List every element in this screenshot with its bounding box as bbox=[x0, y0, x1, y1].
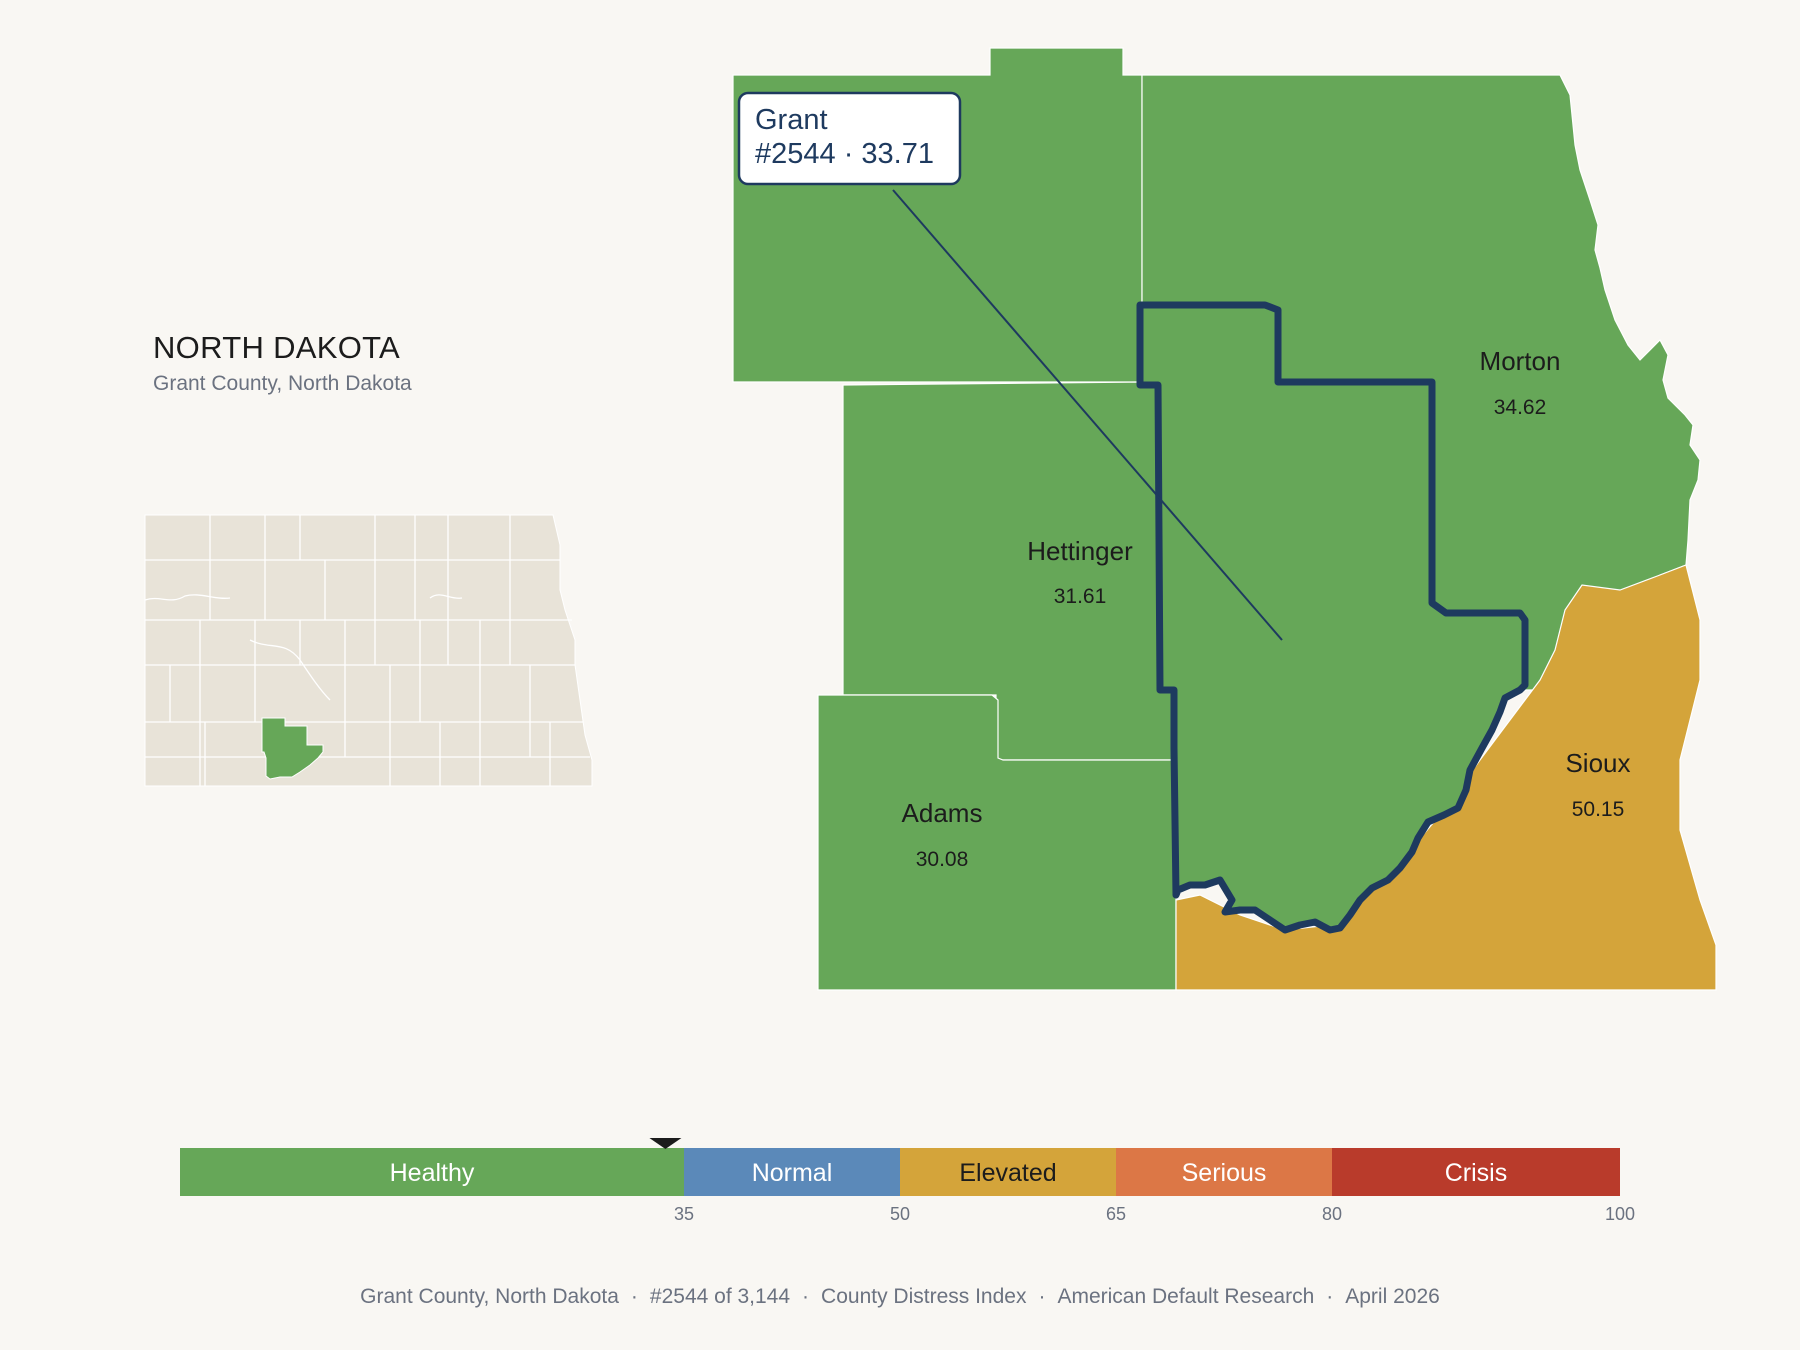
county-label-adams: Adams bbox=[902, 798, 983, 828]
county-label-hettinger: Hettinger bbox=[1027, 536, 1133, 566]
legend-tick-50: 50 bbox=[890, 1204, 910, 1224]
state-outline bbox=[144, 514, 593, 787]
callout: Grant #2544 · 33.71 bbox=[737, 91, 1283, 641]
legend-marker-icon bbox=[649, 1138, 682, 1149]
legend-segment-crisis bbox=[1332, 1148, 1620, 1196]
county-score-sioux: 50.15 bbox=[1572, 798, 1625, 821]
county-label-sioux: Sioux bbox=[1565, 748, 1630, 778]
legend-label-serious: Serious bbox=[1182, 1159, 1267, 1187]
inset-grant-highlight bbox=[261, 717, 324, 780]
legend-tick-100: 100 bbox=[1605, 1204, 1635, 1224]
legend-segment-normal bbox=[684, 1148, 900, 1196]
county-map bbox=[732, 47, 1717, 991]
county-label-morton: Morton bbox=[1480, 346, 1561, 376]
state-subtitle: Grant County, North Dakota bbox=[153, 372, 412, 395]
legend-segment-healthy bbox=[180, 1148, 684, 1196]
legend-label-healthy: Healthy bbox=[390, 1159, 475, 1187]
footer-index-name: County Distress Index bbox=[821, 1285, 1027, 1308]
state-inset-map bbox=[144, 514, 593, 787]
legend-label-elevated: Elevated bbox=[959, 1159, 1056, 1187]
legend-segment-serious bbox=[1116, 1148, 1332, 1196]
county-score-adams: 30.08 bbox=[916, 848, 969, 871]
footer-rank: #2544 of 3,144 bbox=[649, 1285, 791, 1308]
county-labels: Morton 34.62 Hettinger 31.61 Adams 30.08… bbox=[902, 346, 1631, 871]
county-grant-highlight[interactable] bbox=[1136, 301, 1529, 934]
callout-county-name: Grant bbox=[755, 104, 828, 136]
legend-tick-80: 80 bbox=[1322, 1204, 1342, 1224]
legend-label-crisis: Crisis bbox=[1445, 1159, 1508, 1187]
footer: Grant County, North Dakota · #2544 of 3,14… bbox=[360, 1285, 1440, 1308]
callout-detail: #2544 · 33.71 bbox=[755, 138, 934, 170]
footer-county: Grant County, North Dakota bbox=[360, 1285, 619, 1308]
state-title: NORTH DAKOTA bbox=[153, 330, 401, 365]
footer-source: American Default Research bbox=[1057, 1285, 1315, 1308]
callout-box bbox=[737, 91, 962, 186]
county-score-hettinger: 31.61 bbox=[1054, 585, 1107, 608]
callout-leader-line bbox=[892, 189, 1283, 641]
footer-date: April 2026 bbox=[1345, 1285, 1440, 1308]
legend-segment-elevated bbox=[900, 1148, 1116, 1196]
legend-scale: Healthy Normal Elevated Serious Crisis 35 50 6… bbox=[180, 1138, 1635, 1224]
legend-tick-35: 35 bbox=[674, 1204, 694, 1224]
county-score-morton: 34.62 bbox=[1494, 396, 1547, 419]
legend-tick-65: 65 bbox=[1106, 1204, 1126, 1224]
county-adams[interactable] bbox=[817, 694, 1177, 991]
legend-label-normal: Normal bbox=[752, 1159, 833, 1187]
